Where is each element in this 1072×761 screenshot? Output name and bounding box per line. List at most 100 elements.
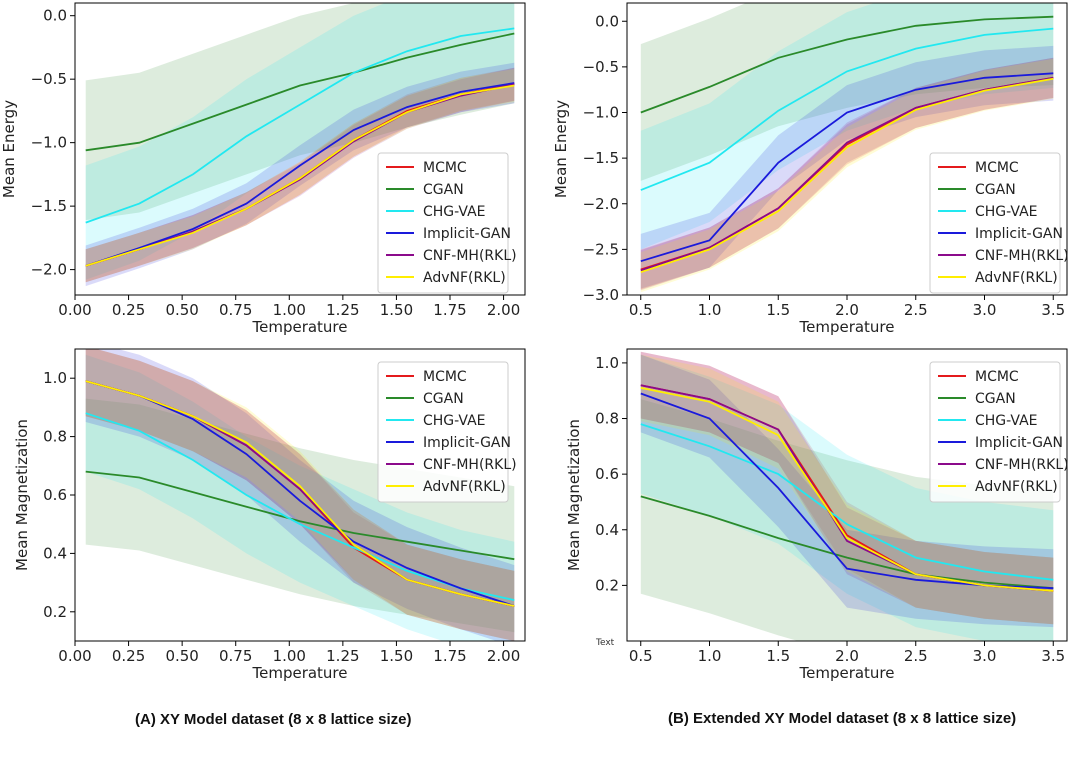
line-advnf-rkl- xyxy=(640,387,1054,592)
legend-label: CNF-MH(RKL) xyxy=(423,248,517,264)
line-chg-vae xyxy=(640,27,1054,191)
x-tick-label: 1.50 xyxy=(380,301,413,319)
legend: MCMC CGAN CHG-VAE Implicit-GAN CNF-MH(RKL) Ad… xyxy=(377,361,517,503)
legend-label: CGAN xyxy=(423,391,464,407)
stray-text-label: Text xyxy=(595,638,615,648)
legend-label: AdvNF(RKL) xyxy=(975,479,1058,495)
legend-label: CHG-VAE xyxy=(423,413,486,429)
x-tick-label: 2.00 xyxy=(487,301,520,319)
line-cgan xyxy=(85,32,515,152)
x-tick-label: 0.00 xyxy=(58,301,91,319)
line-advnf-rkl- xyxy=(640,77,1054,274)
band-implicit-gan xyxy=(640,354,1054,628)
chart-B-bottom: 0.5 1.0 1.5 2.0 2.5 3.0 3.5 0.2 0.4 0.6 0.8 1.0 Temp… xyxy=(565,348,1069,682)
legend-label: CHG-VAE xyxy=(975,413,1038,429)
y-tick-label: −1.5 xyxy=(31,197,67,215)
line-implicit-gan xyxy=(85,380,515,607)
legend: MCMC CGAN CHG-VAE Implicit-GAN CNF-MH(RKL) Ad… xyxy=(377,152,517,294)
x-tick-label: 1.25 xyxy=(326,647,359,665)
legend-label: CGAN xyxy=(423,182,464,198)
legend-label: Implicit-GAN xyxy=(975,226,1063,242)
y-tick-label: 0.8 xyxy=(595,410,619,428)
x-tick-label: 0.25 xyxy=(112,647,145,665)
band-implicit-gan xyxy=(85,62,515,287)
y-axis-label: Mean Magnetization xyxy=(565,419,583,571)
chart-B-top: 0.5 1.0 1.5 2.0 2.5 3.0 3.5 −3.0 −2.5 −2.0 −1.5 −1.… xyxy=(552,2,1069,336)
legend-label: CHG-VAE xyxy=(423,204,486,220)
y-tick-label: 0.8 xyxy=(43,428,67,446)
line-chg-vae xyxy=(85,412,515,601)
caption-b: (B) Extended XY Model dataset (8 x 8 lat… xyxy=(668,710,1017,727)
x-tick-label: 1.5 xyxy=(766,301,790,319)
legend: MCMC CGAN CHG-VAE Implicit-GAN CNF-MH(RKL) Ad… xyxy=(929,152,1069,294)
y-tick-label: 1.0 xyxy=(595,354,619,372)
y-tick-label: −2.0 xyxy=(31,261,67,279)
band-cgan xyxy=(85,398,515,633)
x-tick-label: 2.5 xyxy=(904,301,928,319)
x-tick-label: 1.00 xyxy=(273,301,306,319)
plot-area xyxy=(640,351,1054,641)
y-tick-label: −3.0 xyxy=(583,286,619,304)
legend-label: Implicit-GAN xyxy=(423,226,511,242)
legend-label: CGAN xyxy=(975,182,1016,198)
legend-label: AdvNF(RKL) xyxy=(423,479,506,495)
x-tick-label: 1.50 xyxy=(380,647,413,665)
plot-area xyxy=(640,3,1054,293)
y-tick-label: 0.0 xyxy=(595,12,619,30)
x-tick-label: 1.0 xyxy=(698,647,722,665)
x-tick-label: 0.5 xyxy=(629,647,653,665)
band-chg-vae xyxy=(85,354,515,641)
line-advnf-rkl- xyxy=(85,380,515,607)
x-tick-label: 0.25 xyxy=(112,301,145,319)
x-tick-label: 0.75 xyxy=(219,647,252,665)
y-tick-label: 0.4 xyxy=(43,544,67,562)
band-cnf-mh-rkl- xyxy=(640,57,1054,291)
x-tick-label: 3.5 xyxy=(1041,301,1065,319)
band-advnf-rkl- xyxy=(640,354,1054,625)
y-tick-label: −1.5 xyxy=(583,149,619,167)
y-tick-label: −2.5 xyxy=(583,240,619,258)
legend-label: CNF-MH(RKL) xyxy=(975,248,1069,264)
line-chg-vae xyxy=(85,27,515,224)
line-implicit-gan xyxy=(85,82,515,267)
legend-label: MCMC xyxy=(423,369,467,385)
legend-label: AdvNF(RKL) xyxy=(975,270,1058,286)
chart-A-bottom: 0.00 0.25 0.50 0.75 1.00 1.25 1.50 1.75 2.00 0.2 0… xyxy=(13,348,526,682)
caption-a: (A) XY Model dataset (8 x 8 lattice size… xyxy=(135,711,412,728)
y-tick-label: 0.4 xyxy=(595,521,619,539)
y-tick-label: −2.0 xyxy=(583,195,619,213)
band-chg-vae xyxy=(640,3,1054,250)
x-axis-label: Temperature xyxy=(798,664,894,682)
line-cgan xyxy=(640,15,1054,114)
x-tick-label: 3.5 xyxy=(1041,647,1065,665)
x-tick-label: 1.0 xyxy=(698,301,722,319)
legend-label: MCMC xyxy=(975,160,1019,176)
band-cnf-mh-rkl- xyxy=(640,351,1054,625)
line-implicit-gan xyxy=(640,72,1054,263)
y-tick-label: −1.0 xyxy=(31,134,67,152)
line-cgan xyxy=(85,470,515,561)
x-tick-label: 1.5 xyxy=(766,647,790,665)
x-tick-label: 2.0 xyxy=(835,647,859,665)
x-tick-label: 2.5 xyxy=(904,647,928,665)
x-tick-label: 1.75 xyxy=(433,301,466,319)
x-axis-label: Temperature xyxy=(798,318,894,336)
legend-label: CGAN xyxy=(975,391,1016,407)
x-tick-label: 0.5 xyxy=(629,301,653,319)
x-tick-label: 0.75 xyxy=(219,301,252,319)
x-tick-label: 1.00 xyxy=(273,647,306,665)
chart-A-top: 0.00 0.25 0.50 0.75 1.00 1.25 1.50 1.75 2.00 −2.0… xyxy=(0,2,526,336)
legend-label: Implicit-GAN xyxy=(423,435,511,451)
y-tick-label: 0.0 xyxy=(43,7,67,25)
y-tick-label: 1.0 xyxy=(43,369,67,387)
line-chg-vae xyxy=(640,423,1054,581)
band-advnf-rkl- xyxy=(640,58,1054,293)
x-tick-label: 0.50 xyxy=(165,647,198,665)
line-cgan xyxy=(640,495,1054,590)
x-axis-label: Temperature xyxy=(251,664,347,682)
x-tick-label: 0.00 xyxy=(58,647,91,665)
y-tick-label: −0.5 xyxy=(583,58,619,76)
x-axis-label: Temperature xyxy=(251,318,347,336)
legend-label: CNF-MH(RKL) xyxy=(423,457,517,473)
